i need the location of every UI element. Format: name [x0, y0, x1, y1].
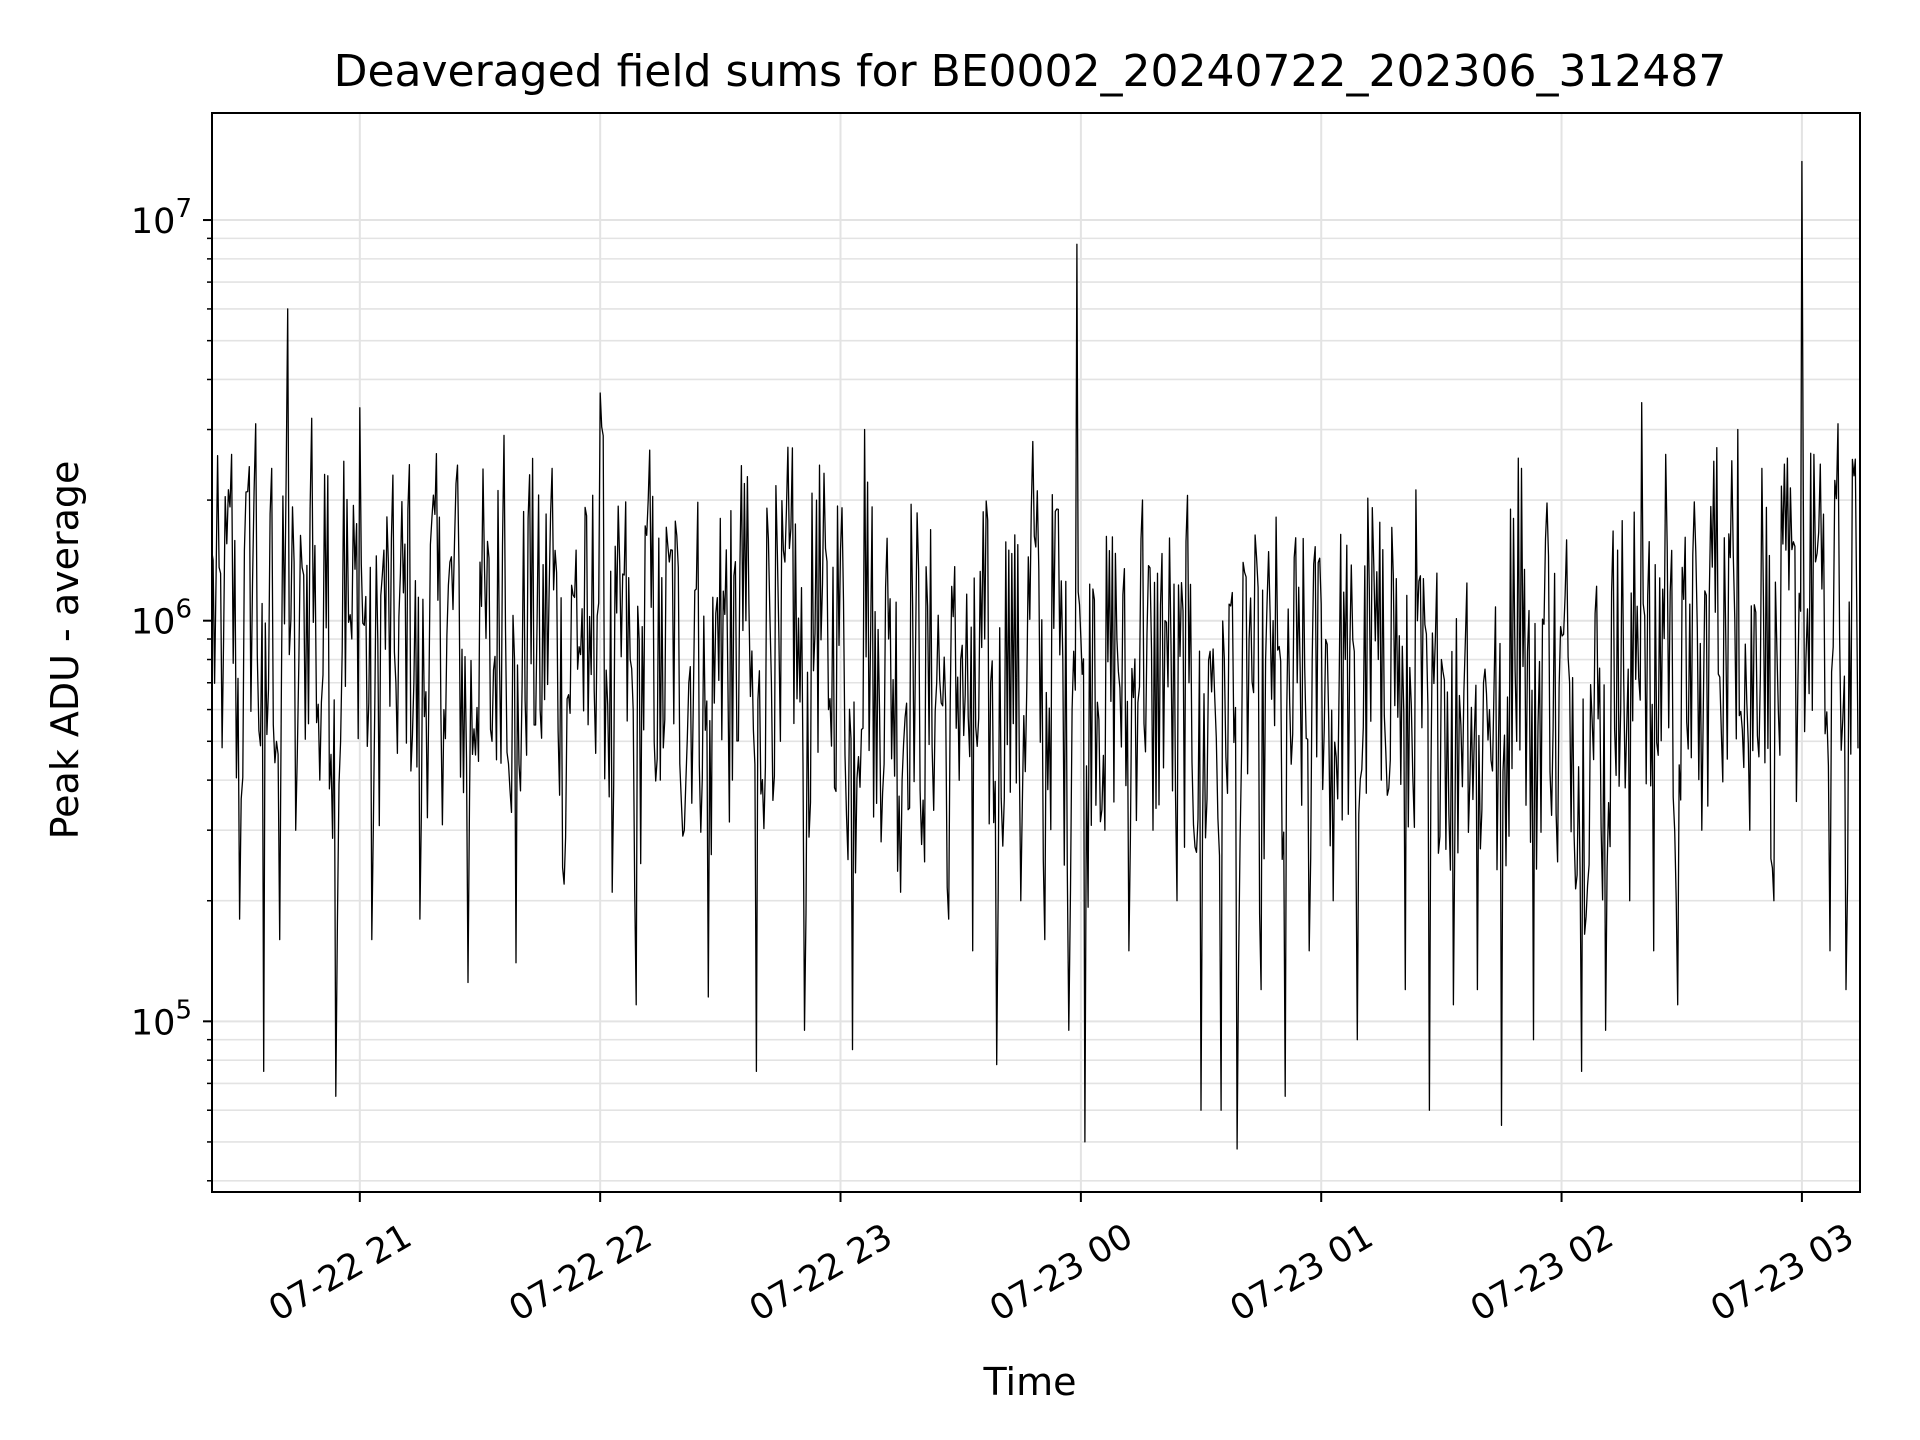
series-line-0	[212, 160, 1859, 1150]
y-tick-label: 106	[131, 595, 192, 643]
y-tick-label: 107	[131, 194, 192, 242]
y-axis-label: Peak ADU - average	[43, 461, 87, 840]
series-layer	[212, 160, 1859, 1150]
y-tick-label: 105	[131, 995, 192, 1043]
plot-area-frame	[211, 112, 1861, 1193]
chart-title: Deaveraged field sums for BE0002_2024072…	[334, 46, 1727, 97]
grid-lines	[212, 113, 1860, 1192]
x-axis-label: Time	[983, 1360, 1077, 1404]
